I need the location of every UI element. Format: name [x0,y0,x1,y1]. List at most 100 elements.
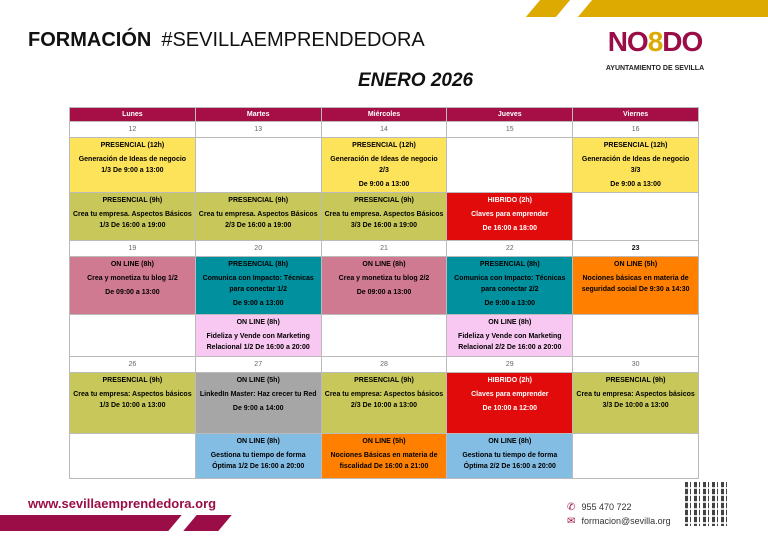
session-cell[interactable]: PRESENCIAL (12h) Generación de Ideas de n… [320,137,448,193]
session-cell[interactable]: PRESENCIAL (8h) Comunica con Impacto: Téc… [446,256,574,315]
email-address[interactable]: formacion@sevilla.org [581,516,671,526]
session-cell[interactable]: ON LINE (8h) Gestiona tu tiempo de forma … [446,433,574,479]
date-cell: 23 [572,240,699,257]
weekday-header: Jueves [446,107,574,122]
session-title: LinkedIn Master: Haz crecer tu Red [199,391,317,398]
session-cell[interactable]: PRESENCIAL (9h) Crea tu empresa. Aspectos… [320,192,448,241]
decorative-stripe [577,0,768,17]
empty-cell [572,314,699,357]
session-title: Fideliza y Vende con Marketing Relaciona… [458,333,562,351]
weekday-header: Miércoles [320,107,448,122]
session-time: De 09:00 a 13:00 [105,289,160,296]
session-title: Crea y monetiza tu blog 1/2 [87,275,178,282]
session-time: De 10:00 a 12:00 [482,405,538,412]
session-cell[interactable]: ON LINE (8h) Crea y monetiza tu blog 2/2 D… [320,256,448,315]
session-title: Fideliza y Vende con Marketing Relaciona… [206,333,310,351]
session-mode: ON LINE (8h) [110,261,154,268]
session-mode: ON LINE (8h) [488,319,532,326]
session-title: Generación de Ideas de negocio 3/3 [581,156,690,174]
session-mode: HIBRIDO (2h) [487,377,532,384]
session-title: Crea tu empresa. Aspectos Básicos 1/3 De… [73,211,192,229]
decorative-bar [183,515,232,531]
session-cell[interactable]: PRESENCIAL (9h) Crea tu empresa: Aspectos… [320,372,448,434]
session-title: Crea tu empresa. Aspectos Básicos 2/3 De… [198,211,318,229]
date-cell: 15 [446,121,574,138]
session-cell[interactable]: PRESENCIAL (9h) Crea tu empresa. Aspectos… [69,192,196,241]
session-title: Comunica con Impacto: Técnicas para cone… [202,275,314,293]
envelope-icon: ✉ [567,516,576,527]
session-row: PRESENCIAL (12h) Generación de Ideas de n… [69,137,699,193]
date-cell: 20 [194,240,322,257]
date-row: 19 20 21 22 23 [69,240,699,257]
session-cell[interactable]: PRESENCIAL (12h) Generación de Ideas de n… [572,137,699,193]
date-cell: 16 [572,121,699,138]
session-mode: ON LINE (8h) [488,438,532,445]
qr-code [685,482,729,526]
empty-cell [572,433,699,479]
session-cell[interactable]: ON LINE (8h) Gestiona tu tiempo de forma … [194,433,322,479]
session-title: Nociones Básicas en materia de fiscalida… [330,452,438,470]
logo-subtitle: AYUNTAMIENTO DE SEVILLA [605,65,705,72]
session-title: Claves para emprender [471,391,549,398]
session-cell[interactable]: PRESENCIAL (9h) Crea tu empresa. Aspectos… [194,192,322,241]
decorative-bar [0,515,182,531]
session-time: De 9:00 a 13:00 [484,300,536,307]
session-cell[interactable]: ON LINE (8h) Fideliza y Vende con Marketi… [446,314,574,357]
date-cell: 28 [320,356,448,373]
session-time: De 9:00 a 13:00 [610,181,661,188]
session-mode: ON LINE (5h) [236,377,280,384]
date-cell: 29 [446,356,574,373]
empty-cell [320,314,448,357]
session-cell[interactable]: PRESENCIAL (8h) Comunica con Impacto: Téc… [194,256,322,315]
session-time: De 09:00 a 13:00 [356,289,412,296]
session-cell[interactable]: ON LINE (5h) Nociones básicas en materia … [572,256,699,315]
session-mode: ON LINE (5h) [362,438,406,445]
session-time: De 9:00 a 14:00 [232,405,284,412]
session-title: Crea tu empresa. Aspectos Básicos 3/3 De… [324,211,444,229]
session-mode: PRESENCIAL (12h) [100,142,165,149]
session-cell[interactable]: HIBRIDO (2h) Claves para emprender De 16:0… [446,192,574,241]
empty-cell [194,137,322,193]
session-mode: PRESENCIAL (8h) [479,261,540,268]
empty-cell [69,433,196,479]
session-cell[interactable]: ON LINE (8h) Fideliza y Vende con Marketi… [194,314,322,357]
session-row: PRESENCIAL (9h) Crea tu empresa. Aspectos… [69,192,699,241]
date-cell: 26 [69,356,196,373]
session-title: Nociones básicas en materia de seguridad… [581,275,690,293]
date-cell: 22 [446,240,574,257]
phone-icon: ✆ [567,502,576,513]
date-row: 26 27 28 29 30 [69,356,699,373]
session-title: Gestiona tu tiempo de forma Óptima 1/2 D… [210,452,306,470]
date-cell: 21 [320,240,448,257]
date-cell: 30 [572,356,699,373]
session-time: De 9:00 a 13:00 [358,181,410,188]
session-mode: ON LINE (5h) [614,261,658,268]
session-mode: PRESENCIAL (12h) [352,142,416,149]
empty-cell [446,137,574,193]
session-title: Comunica con Impacto: Técnicas para cone… [454,275,566,293]
session-mode: PRESENCIAL (9h) [354,197,414,204]
logo-mark: NO8DO [607,26,704,57]
session-cell[interactable]: ON LINE (5h) Nociones Básicas en materia … [320,433,448,479]
session-mode: PRESENCIAL (9h) [228,197,289,204]
phone-contact: ✆ 955 470 722 [567,502,632,513]
session-cell[interactable]: ON LINE (5h) LinkedIn Master: Haz crecer … [194,372,322,434]
month-title: ENERO 2026 [358,70,474,91]
session-cell[interactable]: ON LINE (8h) Crea y monetiza tu blog 1/2 D… [69,256,196,315]
session-cell[interactable]: PRESENCIAL (9h) Crea tu empresa: Aspectos… [69,372,196,434]
session-cell[interactable]: PRESENCIAL (12h) Generación de Ideas de n… [69,137,196,193]
session-mode: PRESENCIAL (12h) [603,142,668,149]
title-hashtag: #SEVILLAEMPRENDEDORA [161,29,425,51]
session-mode: PRESENCIAL (9h) [102,197,163,204]
website-link[interactable]: www.sevillaemprendedora.org [28,496,217,511]
weekday-header: Martes [194,107,322,122]
date-row: 12 13 14 15 16 [69,121,699,138]
session-row: ON LINE (8h) Gestiona tu tiempo de forma … [69,433,699,479]
date-cell: 14 [320,121,448,138]
weekday-header-row: Lunes Martes Miércoles Jueves Viernes [69,107,699,122]
session-mode: ON LINE (8h) [362,261,406,268]
session-cell[interactable]: HIBRIDO (2h) Claves para emprender De 10:0… [446,372,574,434]
session-cell[interactable]: PRESENCIAL (9h) Crea tu empresa: Aspectos… [572,372,699,434]
calendar-table: Lunes Martes Miércoles Jueves Viernes 12 13 14… [69,107,699,479]
session-title: Gestiona tu tiempo de forma Óptima 2/2 D… [462,452,558,470]
